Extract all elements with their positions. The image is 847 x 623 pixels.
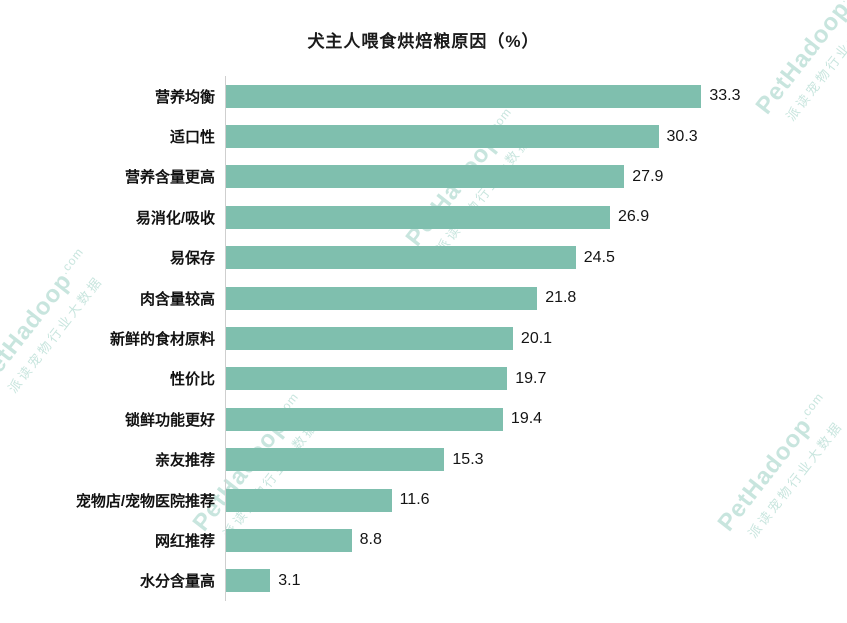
category-label: 新鲜的食材原料 bbox=[109, 331, 215, 349]
value-label: 3.1 bbox=[278, 571, 301, 589]
category-label: 营养含量更高 bbox=[124, 169, 215, 187]
value-label: 30.3 bbox=[666, 127, 698, 145]
category-label: 适口性 bbox=[169, 129, 215, 147]
bar-area: 33.3 bbox=[225, 76, 847, 117]
bar-area: 27.9 bbox=[225, 156, 847, 198]
bar bbox=[226, 407, 503, 431]
chart-row: 适口性 30.3 bbox=[0, 116, 847, 157]
bar-area: 8.8 bbox=[225, 520, 847, 561]
category-label: 宠物店/宠物医院推荐 bbox=[75, 492, 215, 510]
bar bbox=[226, 367, 508, 391]
category-label: 锁鲜功能更好 bbox=[124, 411, 215, 429]
value-label: 8.8 bbox=[359, 531, 382, 549]
bar bbox=[226, 488, 392, 512]
category-label: 营养均衡 bbox=[154, 88, 215, 106]
bar-area: 3.1 bbox=[225, 560, 847, 602]
value-label: 27.9 bbox=[632, 167, 664, 185]
category-label: 水分含量高 bbox=[139, 573, 215, 591]
category-label: 网红推荐 bbox=[154, 532, 215, 550]
bar-area: 24.5 bbox=[225, 237, 847, 278]
chart-row: 肉含量较高 21.8 bbox=[0, 277, 847, 319]
category-label: 易消化/吸收 bbox=[135, 209, 215, 227]
bar bbox=[226, 286, 538, 310]
bar bbox=[226, 205, 610, 229]
bar-area: 20.1 bbox=[225, 318, 847, 359]
bar-area: 11.6 bbox=[225, 479, 847, 521]
bar-area: 15.3 bbox=[225, 439, 847, 480]
value-label: 11.6 bbox=[399, 491, 430, 509]
bar-area: 30.3 bbox=[225, 116, 847, 157]
category-label: 易保存 bbox=[169, 250, 215, 268]
chart-row: 亲友推荐 15.3 bbox=[0, 439, 847, 480]
bar bbox=[226, 569, 271, 593]
category-label: 亲友推荐 bbox=[154, 452, 215, 470]
bar-area: 19.4 bbox=[225, 399, 847, 440]
category-label: 肉含量较高 bbox=[139, 290, 215, 308]
bar-area: 21.8 bbox=[225, 277, 847, 319]
chart-row: 营养均衡 33.3 bbox=[0, 76, 847, 117]
chart-row: 性价比 19.7 bbox=[0, 358, 847, 400]
value-label: 21.8 bbox=[545, 289, 577, 307]
bar-chart: 营养均衡 33.3 适口性 30.3 营养含量更高 27.9 易消化/吸收 26… bbox=[0, 76, 847, 602]
bar-area: 26.9 bbox=[225, 197, 847, 238]
chart-row: 易消化/吸收 26.9 bbox=[0, 197, 847, 238]
bar bbox=[226, 125, 659, 149]
chart-row: 网红推荐 8.8 bbox=[0, 520, 847, 561]
chart-row: 宠物店/宠物医院推荐 11.6 bbox=[0, 479, 847, 521]
chart-row: 水分含量高 3.1 bbox=[0, 560, 847, 602]
bar bbox=[226, 84, 702, 108]
bar-area: 19.7 bbox=[225, 358, 847, 400]
bar bbox=[226, 448, 445, 472]
value-label: 20.1 bbox=[520, 329, 553, 347]
chart-row: 营养含量更高 27.9 bbox=[0, 156, 847, 198]
value-label: 26.9 bbox=[617, 208, 650, 226]
value-label: 15.3 bbox=[452, 450, 484, 468]
value-label: 19.4 bbox=[510, 410, 543, 428]
bar bbox=[226, 165, 625, 189]
value-label: 33.3 bbox=[709, 87, 741, 105]
bar bbox=[226, 246, 576, 270]
value-label: 19.7 bbox=[515, 369, 547, 387]
chart-row: 锁鲜功能更好 19.4 bbox=[0, 399, 847, 440]
value-label: 24.5 bbox=[583, 248, 615, 266]
bar bbox=[226, 327, 513, 351]
bar bbox=[226, 528, 352, 552]
category-label: 性价比 bbox=[169, 371, 215, 389]
chart-row: 易保存 24.5 bbox=[0, 237, 847, 278]
chart-title: 犬主人喂食烘焙粮原因（%） bbox=[307, 32, 540, 51]
chart-row: 新鲜的食材原料 20.1 bbox=[0, 318, 847, 359]
